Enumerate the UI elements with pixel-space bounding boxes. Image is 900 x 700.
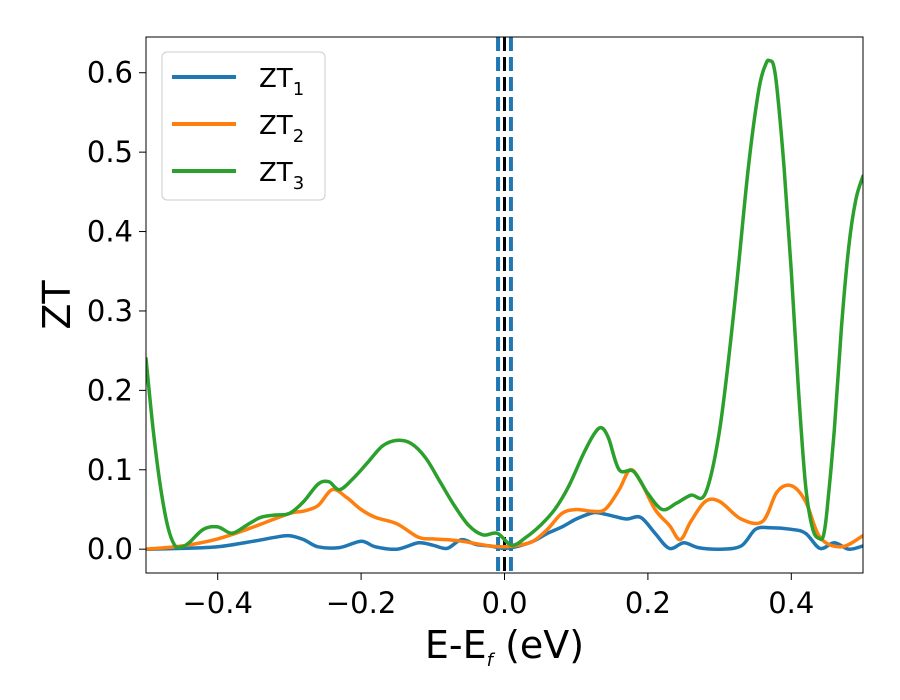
x-axis-ticks: −0.4 −0.2 0.0 0.2 0.4 bbox=[182, 573, 814, 620]
x-tick-label: 0.2 bbox=[625, 586, 671, 620]
series-line-zt1 bbox=[146, 510, 863, 552]
legend-label-zt3: ZT3 bbox=[259, 158, 304, 194]
y-tick-label: 0.6 bbox=[87, 56, 133, 90]
legend-label-zt2: ZT2 bbox=[259, 111, 304, 147]
legend-box bbox=[161, 51, 326, 201]
x-tick-label: −0.2 bbox=[326, 586, 396, 620]
legend: ZT1 ZT2 ZT3 bbox=[161, 51, 326, 201]
x-tick-label: −0.4 bbox=[182, 586, 252, 620]
series-line-zt2 bbox=[146, 467, 863, 551]
y-axis-title: ZT bbox=[35, 280, 79, 330]
y-tick-label: 0.5 bbox=[87, 135, 133, 169]
fermi-level-lines bbox=[496, 37, 513, 573]
series-line-zt3 bbox=[146, 58, 863, 550]
x-axis-title-main: E-E bbox=[425, 623, 487, 667]
y-tick-label: 0.1 bbox=[87, 453, 133, 487]
y-tick-label: 0.3 bbox=[87, 294, 133, 328]
series-lines bbox=[146, 58, 863, 552]
y-axis-ticks: 0.0 0.1 0.2 0.3 0.4 0.5 0.6 bbox=[87, 56, 146, 566]
x-tick-label: 0.0 bbox=[481, 586, 527, 620]
x-axis-title-subscript: f bbox=[487, 650, 496, 671]
x-tick-label: 0.4 bbox=[768, 586, 814, 620]
y-tick-label: 0.0 bbox=[87, 532, 133, 566]
y-tick-label: 0.4 bbox=[87, 215, 133, 249]
y-tick-label: 0.2 bbox=[87, 373, 133, 407]
legend-label-zt1: ZT1 bbox=[259, 64, 304, 100]
x-axis-title-unit: (eV) bbox=[493, 623, 584, 667]
x-axis-title: E-Ef (eV) bbox=[425, 623, 584, 671]
